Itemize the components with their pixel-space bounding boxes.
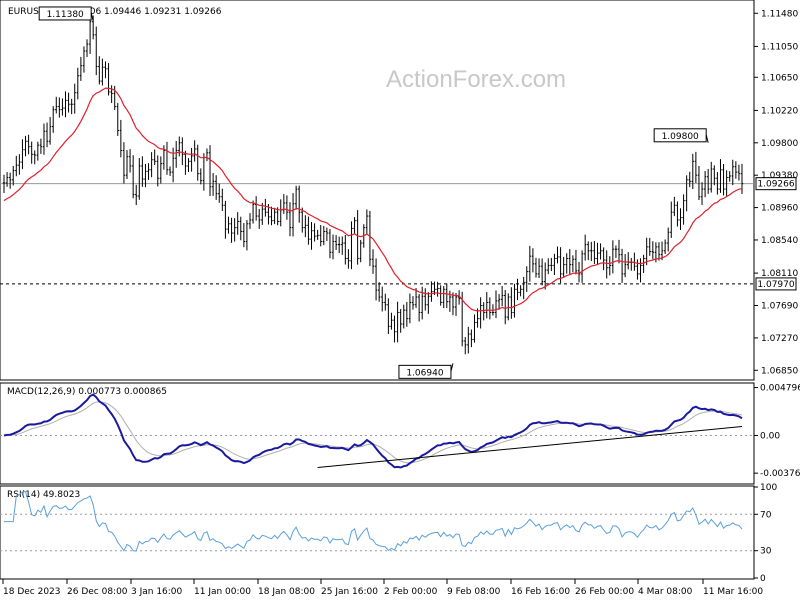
- time-axis-tick-label: 18 Jan 08:00: [258, 587, 315, 597]
- price-axis-tick-label: 1.11480: [761, 9, 798, 19]
- macd-line: [3, 393, 743, 469]
- rsi-panel: RSI(14) 49.8023 100 70 30 0: [0, 483, 777, 584]
- price-axis: 1.11480 1.11050 1.10650 1.10220 1.09800 1.093…: [754, 9, 798, 376]
- time-axis-tick-label: 11 Jan 00:00: [194, 587, 251, 597]
- price-annotation-label: 1.11380: [47, 10, 84, 20]
- moving-average-line: [3, 87, 743, 312]
- price-annotation-box: [398, 364, 452, 379]
- price-axis-tick-label: 1.08960: [761, 204, 798, 214]
- rsi-axis-tick-label: 30: [760, 547, 772, 557]
- macd-panel-frame: [0, 382, 755, 485]
- time-axis-tick-label: 9 Feb 08:00: [447, 587, 501, 597]
- macd-title: MACD(12,26,9) 0.000773 0.000865: [7, 387, 167, 397]
- rsi-plot: [0, 491, 754, 552]
- rsi-axis-tick-label: 100: [760, 483, 777, 493]
- macd-trendline: [317, 426, 743, 468]
- price-axis-tick-label: 1.10220: [761, 106, 798, 116]
- last-price-badge: [755, 177, 797, 191]
- price-axis-tick-label: 1.11050: [761, 42, 798, 52]
- macd-axis: 0.004796 0.00 -0.003767: [754, 384, 800, 479]
- price-annotation-leader: [450, 363, 454, 372]
- time-axis-tick-label: 4 Mar 08:00: [638, 587, 693, 597]
- price-axis-tick-label: 1.08110: [761, 269, 798, 279]
- price-plot: 1.11380 1.06940 1.09800: [0, 6, 754, 379]
- rsi-title: RSI(14) 49.8023: [7, 490, 80, 500]
- macd-axis-tick-label: 0.00: [760, 432, 780, 442]
- watermark: ActionForex.com: [386, 66, 566, 93]
- macd-plot: [0, 393, 754, 469]
- time-axis-tick-label: 3 Jan 16:00: [131, 587, 183, 597]
- time-axis-tick-label: 26 Dec 08:00: [67, 587, 128, 597]
- main-title: EURUSD,H4 1.09406 1.09446 1.09231 1.0926…: [8, 7, 222, 17]
- time-axis: 18 Dec 2023 26 Dec 08:00 3 Jan 16:00 11 Jan…: [2, 579, 763, 597]
- time-axis-tick-label: 11 Mar 16:00: [703, 587, 763, 597]
- price-annotation-label: 1.06940: [406, 368, 443, 378]
- price-axis-tick-label: 1.09380: [761, 171, 798, 181]
- price-axis-tick-label: 1.08540: [761, 236, 798, 246]
- macd-axis-tick-label: -0.003767: [760, 469, 800, 479]
- rsi-line: [4, 491, 743, 552]
- rsi-panel-frame: [0, 485, 755, 580]
- time-axis-tick-label: 16 Feb 16:00: [511, 587, 570, 597]
- price-axis-tick-label: 1.06850: [761, 366, 798, 376]
- last-price-label: 1.09266: [757, 180, 794, 190]
- support-level-label: 1.07970: [757, 280, 794, 290]
- macd-axis-tick-label: 0.004796: [760, 384, 800, 394]
- macd-panel: MACD(12,26,9) 0.000773 0.000865 0.004796…: [0, 382, 800, 485]
- rsi-axis: 100 70 30 0: [754, 483, 777, 584]
- price-axis-tick-label: 1.09800: [761, 139, 798, 149]
- support-level-badge: [755, 277, 797, 291]
- price-annotation-leader: [90, 12, 94, 22]
- price-axis-tick-label: 1.07270: [761, 334, 798, 344]
- time-axis-tick-label: 26 Feb 00:00: [575, 587, 634, 597]
- time-axis-tick-label: 2 Feb 00:00: [384, 587, 438, 597]
- time-axis-tick-label: 18 Dec 2023: [3, 587, 61, 597]
- price-axis-tick-label: 1.10650: [761, 73, 798, 83]
- rsi-axis-tick-label: 70: [760, 510, 772, 520]
- price-annotation-leader: [705, 134, 709, 143]
- main-panel: ActionForex.com EURUSD,H4 1.09406 1.0944…: [0, 0, 798, 381]
- time-axis-tick-label: 25 Jan 16:00: [321, 587, 378, 597]
- price-axis-tick-label: 1.07690: [761, 302, 798, 312]
- rsi-axis-tick-label: 0: [760, 574, 766, 584]
- main-panel-frame: [0, 0, 755, 381]
- price-annotation-label: 1.09800: [662, 132, 699, 142]
